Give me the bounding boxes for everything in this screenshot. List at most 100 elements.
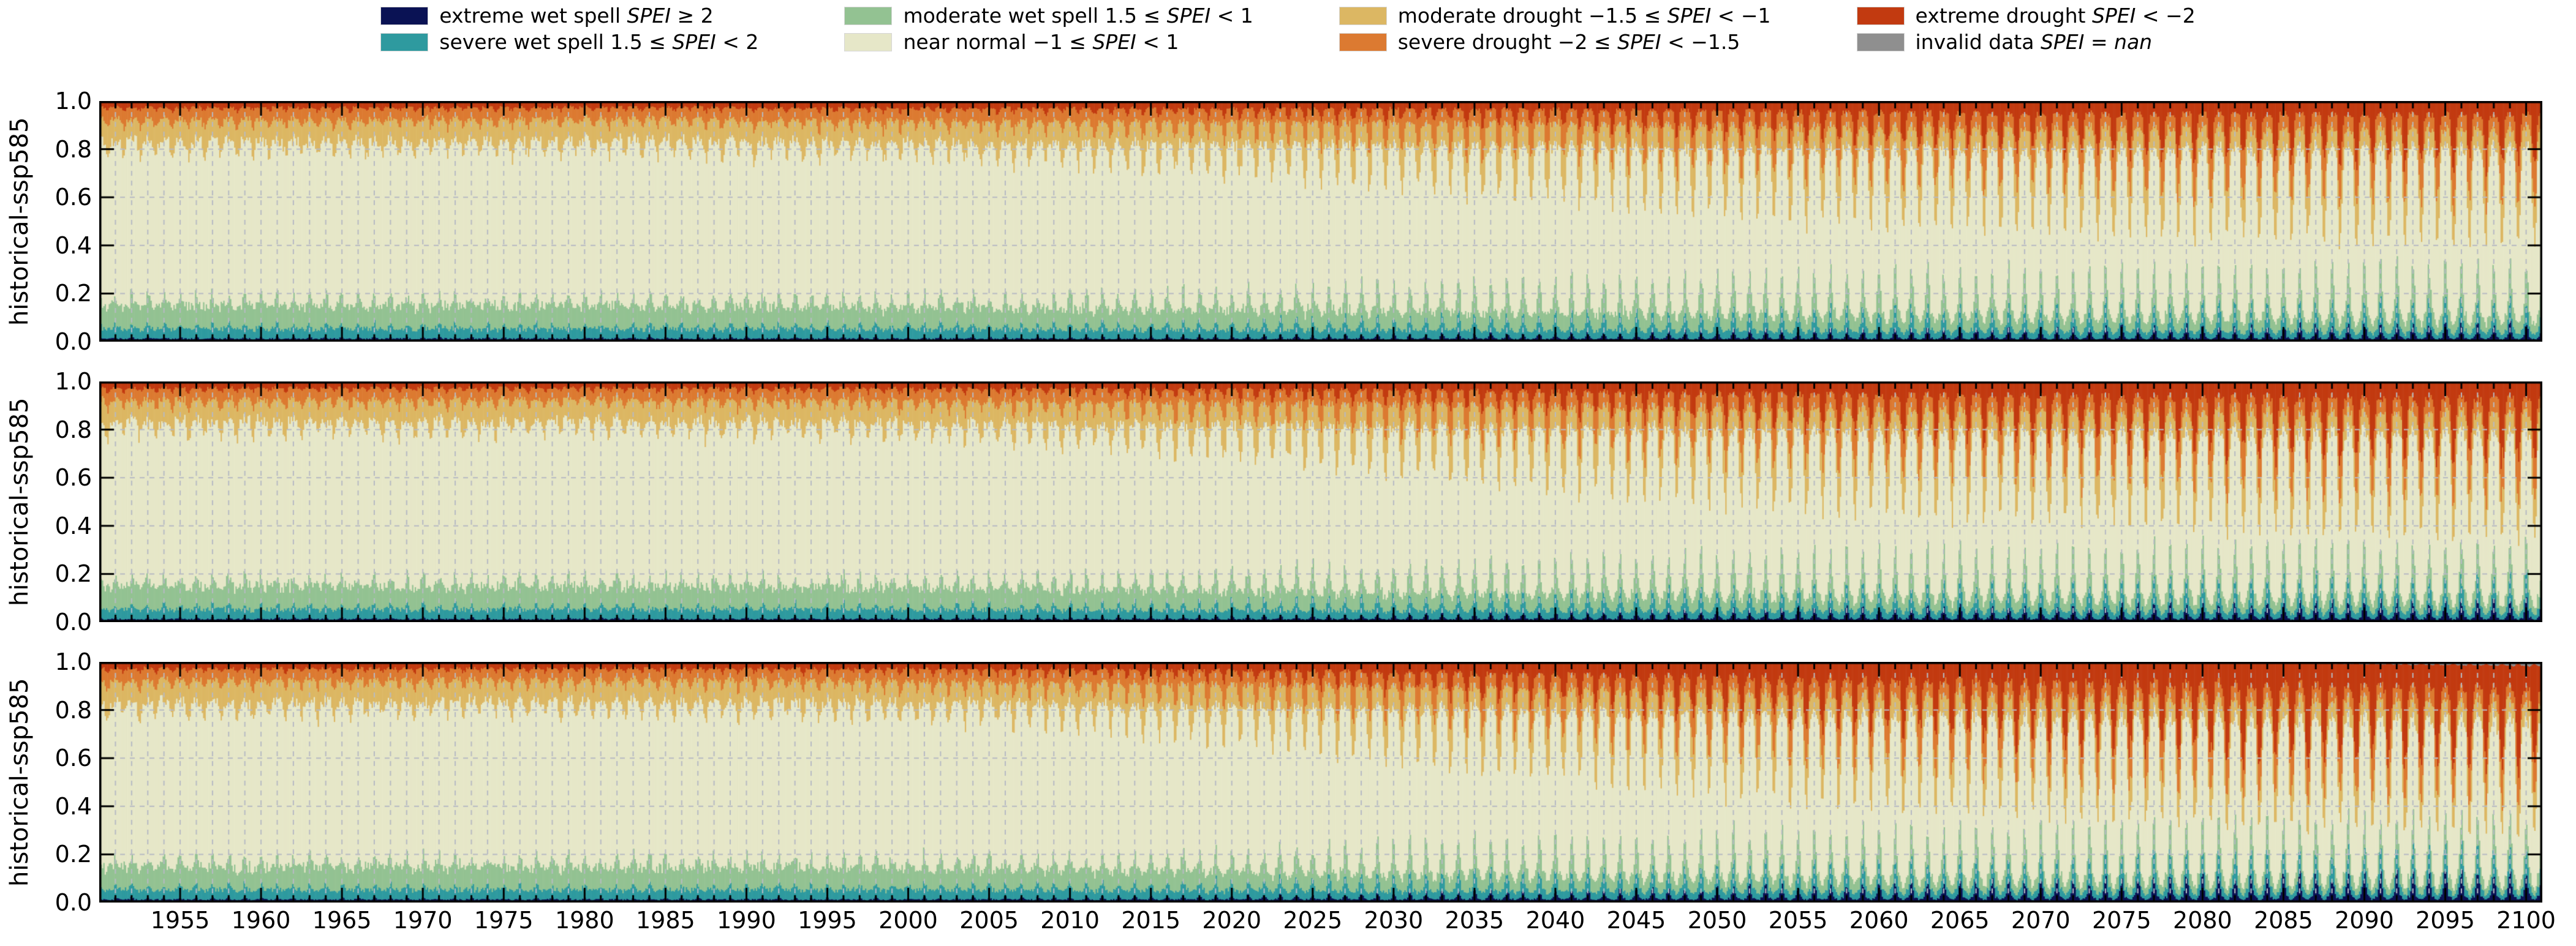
legend-label-math: nan (2114, 30, 2153, 54)
x-tick-label: 2075 (2091, 907, 2151, 934)
y-tick-label: 0.4 (55, 792, 92, 820)
legend-label: moderate drought −1.5 ≤ SPEI < −1 (1398, 5, 1771, 27)
legend-label-text: severe wet spell 1.5 ≤ (439, 30, 673, 54)
legend: extreme wet spell SPEI ≥ 2 severe wet spe… (0, 5, 2576, 53)
y-tick-label: 1.0 (55, 88, 92, 114)
y-tick-label: 0.6 (55, 464, 92, 492)
y-tick-label: 0.4 (55, 231, 92, 259)
legend-label-text: invalid data (1915, 30, 2041, 54)
legend-label-math: SPEI (627, 4, 671, 28)
x-tick-label: 1995 (798, 907, 857, 934)
y-tick-label: 0.2 (55, 280, 92, 307)
legend-item-extreme-wet-spell: extreme wet spell SPEI ≥ 2 (380, 5, 758, 27)
legend-item-moderate-drought: moderate drought −1.5 ≤ SPEI < −1 (1339, 5, 1771, 27)
x-tick-label: 2010 (1040, 907, 1100, 934)
x-tick-label: 2020 (1202, 907, 1262, 934)
x-tick-label: 2040 (1525, 907, 1585, 934)
x-tick-label: 1990 (717, 907, 776, 934)
x-tick-label: 1975 (474, 907, 534, 934)
x-tick-label: 2060 (1849, 907, 1909, 934)
y-tick-label: 0.0 (55, 889, 92, 916)
y-tick-label: 0.8 (55, 696, 92, 724)
legend-label-math: SPEI (2091, 4, 2136, 28)
x-tick-label: 1955 (150, 907, 210, 934)
x-tick-label: 2095 (2415, 907, 2475, 934)
legend-label-text: extreme wet spell (439, 4, 627, 28)
legend-item-extreme-drought: extreme drought SPEI < −2 (1856, 5, 2196, 27)
legend-label: moderate wet spell 1.5 ≤ SPEI < 1 (903, 5, 1253, 27)
panel-2-stackplot-canvas (99, 381, 2542, 622)
x-tick-label: 2080 (2173, 907, 2232, 934)
y-tick-label: 0.2 (55, 841, 92, 868)
x-tick-label: 2070 (2011, 907, 2071, 934)
extreme-wet-spell-swatch (380, 7, 429, 25)
legend-label-text: < −1.5 (1661, 30, 1740, 54)
x-tick-label: 2035 (1445, 907, 1505, 934)
legend-column: extreme drought SPEI < −2 invalid data SP… (1856, 5, 2196, 53)
y-tick-label: 0.8 (55, 135, 92, 163)
legend-label-text: = (2084, 30, 2115, 54)
legend-label: extreme wet spell SPEI ≥ 2 (439, 5, 713, 27)
x-tick-label: 1965 (312, 907, 372, 934)
legend-item-moderate-wet-spell: moderate wet spell 1.5 ≤ SPEI < 1 (844, 5, 1253, 27)
panel-2 (99, 381, 2542, 622)
panel-3 (99, 662, 2542, 903)
x-tick-label: 2015 (1121, 907, 1181, 934)
x-tick-label: 2005 (959, 907, 1019, 934)
invalid-data-swatch (1856, 33, 1905, 51)
x-tick-label: 1960 (231, 907, 291, 934)
y-tick-label: 1.0 (55, 648, 92, 675)
y-tick-label: 0.2 (55, 560, 92, 588)
legend-item-severe-wet-spell: severe wet spell 1.5 ≤ SPEI < 2 (380, 31, 758, 53)
legend-label-math: SPEI (1667, 4, 1712, 28)
panel-1 (99, 101, 2542, 342)
x-tick-label: 1985 (636, 907, 695, 934)
legend-item-invalid-data: invalid data SPEI = nan (1856, 31, 2196, 53)
y-tick-label: 0.4 (55, 512, 92, 539)
legend-label-text: < 1 (1211, 4, 1253, 28)
legend-label-text: moderate wet spell 1.5 ≤ (903, 4, 1167, 28)
legend-label-math: SPEI (672, 30, 716, 54)
panel-3-stackplot-canvas (99, 662, 2542, 903)
legend-item-severe-drought: severe drought −2 ≤ SPEI < −1.5 (1339, 31, 1771, 53)
moderate-wet-spell-swatch (844, 7, 893, 25)
y-tick-label: 1.0 (55, 368, 92, 395)
x-tick-label: 2045 (1606, 907, 1666, 934)
severe-wet-spell-swatch (380, 33, 429, 51)
legend-label-text: < −1 (1711, 4, 1771, 28)
legend-label-text: < 1 (1136, 30, 1179, 54)
x-tick-label: 1980 (554, 907, 614, 934)
x-tick-label: 2100 (2496, 907, 2556, 934)
legend-item-near-normal: near normal −1 ≤ SPEI < 1 (844, 31, 1253, 53)
x-tick-label: 2025 (1283, 907, 1343, 934)
legend-label-text: < −2 (2136, 4, 2196, 28)
legend-label: severe drought −2 ≤ SPEI < −1.5 (1398, 31, 1740, 53)
y-tick-label: 0.8 (55, 416, 92, 443)
legend-column: extreme wet spell SPEI ≥ 2 severe wet spe… (380, 5, 758, 53)
y-tick-label: 0.0 (55, 609, 92, 636)
x-tick-label: 2090 (2335, 907, 2394, 934)
legend-column: moderate wet spell 1.5 ≤ SPEI < 1 near no… (844, 5, 1253, 53)
legend-label: severe wet spell 1.5 ≤ SPEI < 2 (439, 31, 758, 53)
x-tick-label: 2065 (1930, 907, 1990, 934)
legend-label-math: SPEI (1092, 30, 1136, 54)
y-tick-label: 0.6 (55, 184, 92, 211)
legend-label-math: SPEI (2040, 30, 2085, 54)
legend-label: extreme drought SPEI < −2 (1916, 5, 2196, 27)
x-tick-label: 2030 (1364, 907, 1424, 934)
legend-label: invalid data SPEI = nan (1916, 31, 2153, 53)
legend-label-text: moderate drought −1.5 ≤ (1397, 4, 1668, 28)
y-tick-label: 0.6 (55, 745, 92, 772)
x-tick-label: 2050 (1687, 907, 1747, 934)
severe-drought-swatch (1339, 33, 1387, 51)
legend-label: near normal −1 ≤ SPEI < 1 (903, 31, 1179, 53)
x-tick-label: 2000 (878, 907, 938, 934)
legend-label-math: SPEI (1166, 4, 1211, 28)
legend-label-text: ≥ 2 (670, 4, 714, 28)
legend-label-text: near normal −1 ≤ (903, 30, 1093, 54)
y-tick-label: 0.0 (55, 328, 92, 355)
legend-label-text: extreme drought (1915, 4, 2092, 28)
moderate-drought-swatch (1339, 7, 1387, 25)
extreme-drought-swatch (1856, 7, 1905, 25)
